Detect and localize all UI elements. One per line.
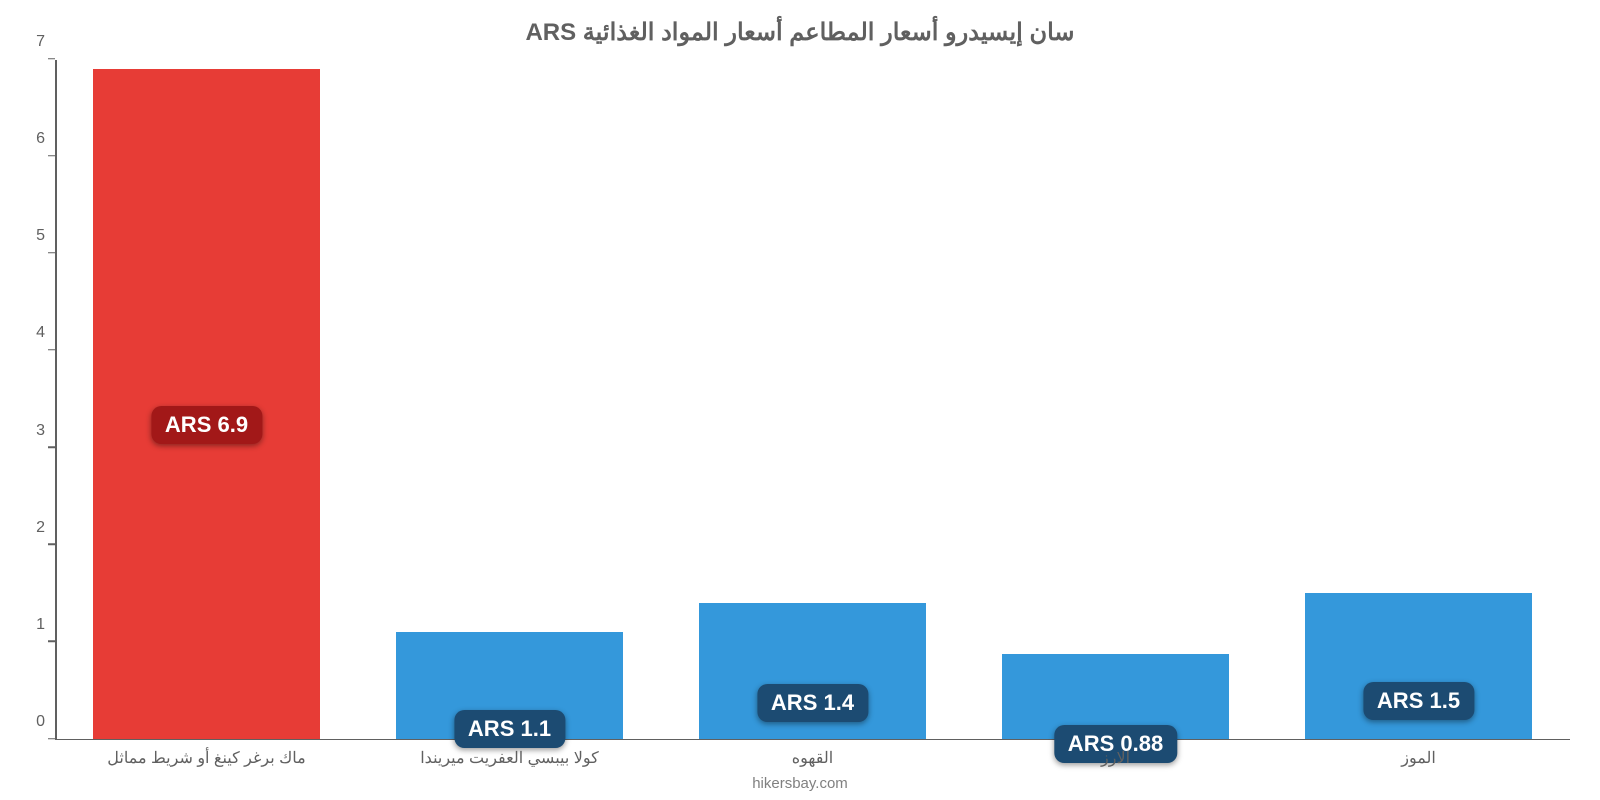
bar-value-label: ARS 1.5 — [1363, 682, 1474, 720]
y-tick-label: 1 — [15, 616, 45, 634]
y-tick-mark — [48, 641, 55, 643]
price-bar-chart: سان إيسيدرو أسعار المطاعم أسعار المواد ا… — [0, 0, 1600, 800]
y-tick-mark — [48, 252, 55, 254]
category-label: الارز — [1101, 748, 1130, 768]
y-tick-mark — [48, 738, 55, 740]
category-label: القهوه — [792, 748, 833, 768]
y-tick-label: 2 — [15, 519, 45, 537]
bar-value-label: ARS 6.9 — [151, 406, 262, 444]
bars-container: ARS 6.9ARS 1.1ARS 1.4ARS 0.88ARS 1.5 — [55, 60, 1570, 740]
y-tick-mark — [48, 58, 55, 60]
y-tick-label: 6 — [15, 130, 45, 148]
y-tick-mark — [48, 349, 55, 351]
bar-value-label: ARS 1.4 — [757, 684, 868, 722]
category-label: الموز — [1401, 748, 1436, 768]
y-tick-label: 3 — [15, 422, 45, 440]
y-tick-label: 7 — [15, 33, 45, 51]
bar-value-label: ARS 1.1 — [454, 710, 565, 748]
y-tick-label: 4 — [15, 324, 45, 342]
category-label: ماك برغر كينغ أو شريط مماثل — [107, 748, 305, 768]
y-tick-label: 0 — [15, 713, 45, 731]
y-tick-label: 5 — [15, 227, 45, 245]
y-tick-mark — [48, 543, 55, 545]
credit-text: hikersbay.com — [0, 775, 1600, 792]
y-tick-mark — [48, 155, 55, 157]
plot-area: ARS 6.9ARS 1.1ARS 1.4ARS 0.88ARS 1.5 012… — [55, 60, 1570, 740]
category-label: كولا بيبسي العفريت ميريندا — [420, 748, 599, 768]
chart-title: سان إيسيدرو أسعار المطاعم أسعار المواد ا… — [0, 18, 1600, 47]
bar — [93, 69, 320, 739]
y-tick-mark — [48, 446, 55, 448]
